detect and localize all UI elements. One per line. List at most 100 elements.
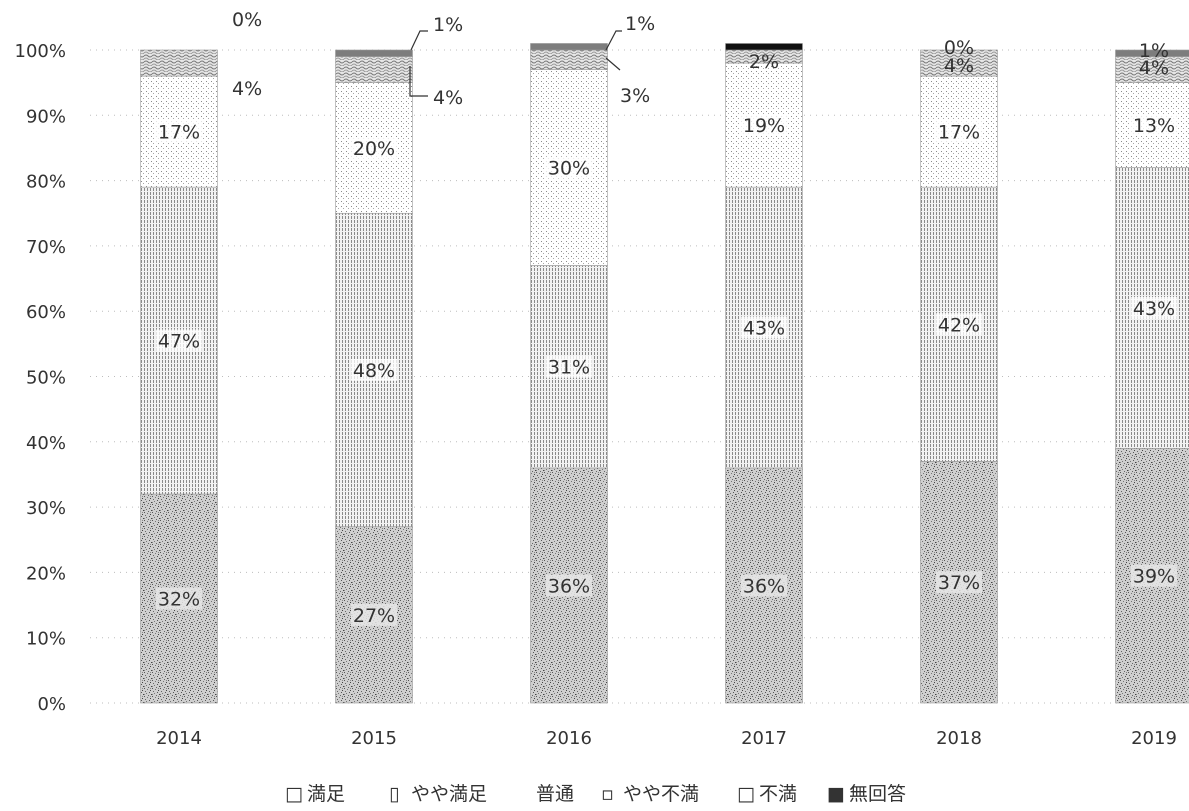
data-label-backdrop [741,574,787,597]
y-tick-label: 20% [26,563,66,584]
y-axis: 0% 10% 20% 30% 40% 50% 60% 70% 80% 90% 100% [15,41,66,715]
data-label: 43% [743,318,785,340]
data-label-backdrop [936,313,982,336]
data-label: 1% [1139,40,1169,62]
data-label: 0% [944,37,974,59]
data-label-backdrop [936,571,982,594]
y-tick-label: 70% [26,237,66,258]
y-tick-label: 100% [15,41,66,62]
x-tick-label: 2014 [156,728,202,749]
data-label-backdrop [1131,114,1177,137]
data-label-backdrop [156,120,202,143]
data-label: 37% [938,572,980,594]
data-label-backdrop [546,355,592,378]
data-label-backdrop [741,316,787,339]
data-label: 39% [1133,566,1175,588]
bar-segment [725,43,803,51]
leader-line [409,66,428,97]
bar-segment [335,49,413,57]
legend-label: 無回答 [849,783,906,805]
data-label: 47% [158,331,200,353]
data-label: 20% [353,138,395,160]
x-tick-label: 2017 [741,728,787,749]
x-tick-label: 2016 [546,728,592,749]
data-label: 32% [158,589,200,611]
data-label: 2% [749,51,779,73]
data-label: 4% [944,55,974,77]
data-label: 17% [158,122,200,144]
y-tick-label: 80% [26,172,66,193]
data-label: 4% [433,87,463,109]
legend-item: 普通 [536,783,574,805]
legend-item: □ 不満 [737,783,797,805]
legend-item: □ 満足 [285,783,345,805]
data-label: 1% [433,14,463,36]
data-label-backdrop [546,156,592,179]
data-label-backdrop [351,603,397,626]
data-label: 13% [1133,115,1175,137]
legend-marker: □ [737,783,755,805]
x-tick-label: 2018 [936,728,982,749]
bar-segment [920,49,998,77]
leader-line [410,30,428,51]
legend-marker: ■ [827,783,845,805]
y-tick-label: 50% [26,368,66,389]
legend-label: やや不満 [623,783,699,805]
leader-line [605,57,621,71]
y-tick-label: 60% [26,302,66,323]
legend-item: ▯ やや満足 [389,783,487,805]
bar-segment [530,43,608,51]
data-label-backdrop [351,136,397,159]
data-label: 36% [743,575,785,597]
data-label: 1% [625,13,655,35]
data-label-backdrop [936,120,982,143]
legend-item: ■ 無回答 [827,783,906,805]
leader-line [605,30,622,51]
data-label: 3% [620,85,650,107]
data-label-backdrop [351,358,397,381]
y-tick-label: 40% [26,433,66,454]
legend-label: やや満足 [411,783,487,805]
bar-segment [530,49,608,70]
legend-label: 満足 [307,783,345,805]
x-tick-label: 2019 [1131,728,1177,749]
legend-marker: ▯ [389,783,399,805]
x-axis: 2014 2015 2016 2017 2018 2019 [156,728,1177,749]
grid-lines [90,49,1180,704]
y-tick-label: 10% [26,629,66,650]
data-label-backdrop [156,329,202,352]
data-label: 48% [353,360,395,382]
data-label: 4% [1139,57,1169,79]
y-tick-label: 0% [37,694,66,715]
data-label: 30% [548,158,590,180]
bar-segment [1115,49,1189,57]
legend-label: 普通 [536,783,574,805]
data-label-backdrop [1131,296,1177,319]
data-label-backdrop [546,574,592,597]
legend-marker: □ [285,783,303,805]
bars [140,43,1189,704]
data-label-backdrop [741,114,787,137]
data-label-backdrop [1131,564,1177,587]
data-label: 27% [353,605,395,627]
data-label: 31% [548,357,590,379]
bar-segment [140,49,218,77]
data-label: 43% [1133,298,1175,320]
legend-marker: ▫ [601,783,614,805]
data-label: 4% [232,78,262,100]
legend-item: ▫ やや不満 [601,783,699,805]
y-tick-label: 90% [26,106,66,127]
data-label-backdrop [156,587,202,610]
data-labels: 32% 47% 17% 27% 48% 20% 36% 31% 30% 36% 43% 19% 37% 4… [156,9,1177,627]
bar-segment [1115,56,1189,83]
bar-segment [335,56,413,83]
data-label: 42% [938,314,980,336]
data-label: 19% [743,115,785,137]
x-tick-label: 2015 [351,728,397,749]
data-label: 0% [232,9,262,31]
legend-label: 不満 [759,783,797,805]
data-label: 17% [938,122,980,144]
data-label: 36% [548,575,590,597]
